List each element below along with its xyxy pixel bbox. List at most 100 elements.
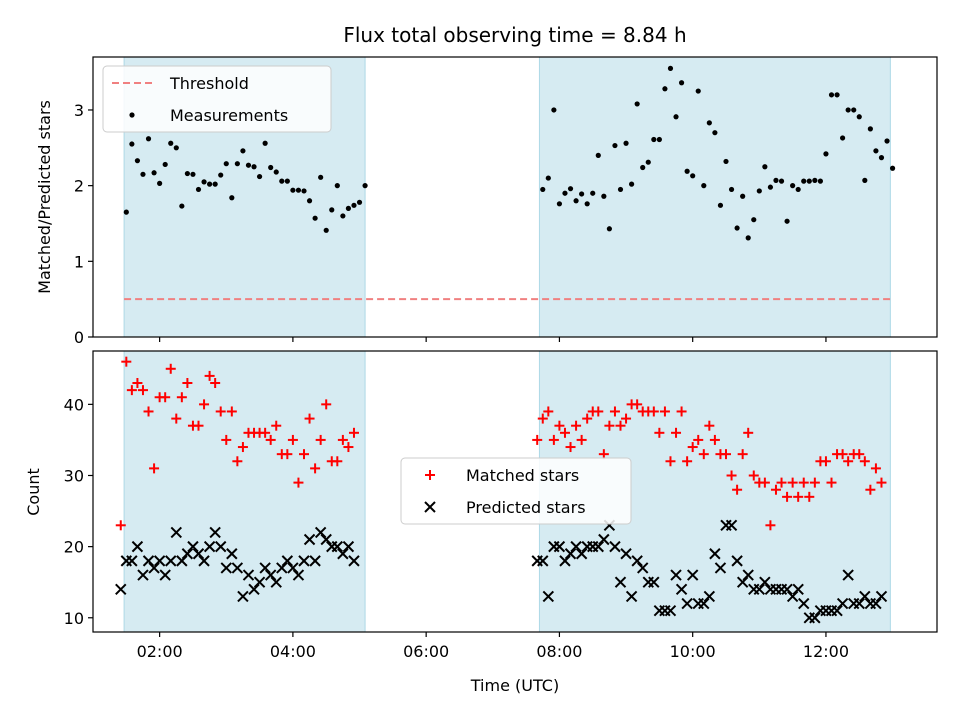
measurement-point (790, 183, 796, 189)
matched-star-point (160, 392, 171, 403)
predicted-star-point (331, 540, 344, 553)
predicted-star-point (337, 548, 349, 560)
matched-star-point (837, 449, 848, 460)
predicted-star-point (148, 562, 160, 574)
matched-star-point (232, 456, 243, 467)
matched-star-point (859, 456, 870, 467)
matched-star-point (121, 356, 132, 367)
legend-predicted-swatch-b (424, 501, 436, 513)
measurement-point (606, 226, 612, 232)
predicted-star-point (309, 555, 321, 567)
measurement-point (806, 178, 812, 184)
predicted-star-point (153, 555, 166, 567)
predicted-star-point (620, 548, 632, 560)
measurement-point (240, 148, 246, 154)
predicted-star-point (142, 555, 155, 567)
measurement-point (356, 199, 363, 205)
predicted-star-marker-b (592, 540, 604, 553)
matched-star-point (782, 491, 793, 502)
matched-star-point (237, 442, 248, 453)
measurement-point (273, 169, 279, 175)
matched-star-point (876, 477, 887, 488)
predicted-star-point (553, 540, 566, 553)
matched-star-point (798, 477, 809, 488)
matched-star-point (215, 406, 226, 417)
predicted-star-marker-b (142, 555, 155, 567)
matched-star-point (565, 442, 576, 453)
matched-star-point (176, 392, 187, 403)
predicted-star-marker-b (331, 540, 344, 553)
matched-star-point (671, 427, 682, 438)
matched-star-point (698, 449, 709, 460)
predicted-star-marker-b (226, 548, 238, 560)
matched-star-point (304, 413, 315, 424)
matched-star-point (182, 378, 193, 389)
predicted-star-point (253, 576, 266, 588)
measurement-point (306, 198, 313, 204)
predicted-star-marker-b (853, 597, 865, 610)
predicted-star-marker-b (342, 540, 355, 553)
matched-star-point (598, 449, 609, 460)
predicted-star-point (209, 526, 221, 539)
matched-star-point (765, 520, 776, 531)
measurement-point (229, 195, 235, 201)
matched-star-point (132, 378, 143, 389)
matched-star-point (115, 520, 126, 531)
matched-star-point (337, 434, 348, 445)
measurement-point (168, 140, 174, 146)
predicted-star-marker-b (542, 590, 555, 603)
matched-star-point (293, 477, 304, 488)
matched-star-point (870, 463, 881, 474)
matched-star-point (665, 456, 676, 467)
measurement-point (601, 193, 607, 199)
predicted-star-point (781, 583, 793, 596)
predicted-star-marker-b (215, 540, 227, 553)
predicted-star-point (853, 597, 865, 610)
predicted-star-point (809, 612, 821, 624)
matched-star-point (287, 434, 298, 445)
measurement-point (867, 126, 873, 132)
measurement-point (223, 161, 229, 167)
predicted-star-point (342, 540, 355, 553)
matched-star-point (676, 406, 687, 417)
predicted-star-marker-b (703, 590, 716, 603)
matched-star-point (343, 442, 354, 453)
top-legend-box (102, 65, 332, 133)
matched-star-point (321, 399, 332, 410)
top-y-tick-label: 1 (74, 252, 84, 271)
measurement-point (234, 161, 240, 167)
predicted-star-marker-b (287, 562, 299, 574)
x-axis-label: Time (UTC) (470, 676, 559, 695)
predicted-star-marker-b (337, 548, 349, 560)
predicted-star-point (875, 590, 888, 603)
measurement-point (873, 148, 879, 154)
predicted-star-marker-b (725, 519, 738, 531)
predicted-star-point (625, 590, 638, 603)
x-tick-label: 08:00 (536, 642, 582, 661)
predicted-star-marker-b (559, 555, 571, 567)
predicted-star-point (703, 590, 716, 603)
predicted-star-point (637, 562, 649, 574)
predicted-star-point (137, 569, 149, 581)
matched-star-point (820, 456, 831, 467)
predicted-star-point (648, 576, 660, 588)
predicted-star-point (681, 597, 693, 610)
predicted-star-marker-b (181, 548, 194, 560)
measurement-point (201, 179, 207, 185)
predicted-star-point (298, 555, 310, 567)
predicted-star-point (126, 555, 138, 567)
matched-star-point (310, 463, 321, 474)
predicted-star-point (181, 548, 194, 560)
x-tick-label: 06:00 (403, 642, 449, 661)
measurement-point (540, 186, 546, 193)
predicted-star-point (670, 569, 682, 581)
predicted-star-marker-b (675, 583, 688, 596)
matched-star-point (204, 370, 215, 381)
x-tick-label: 12:00 (803, 642, 849, 661)
measurement-point (251, 164, 257, 170)
predicted-star-marker-b (320, 533, 332, 546)
matched-star-point (615, 420, 626, 431)
measurement-point (756, 188, 762, 194)
matched-star-point (743, 427, 754, 438)
matched-star-point (632, 399, 643, 410)
